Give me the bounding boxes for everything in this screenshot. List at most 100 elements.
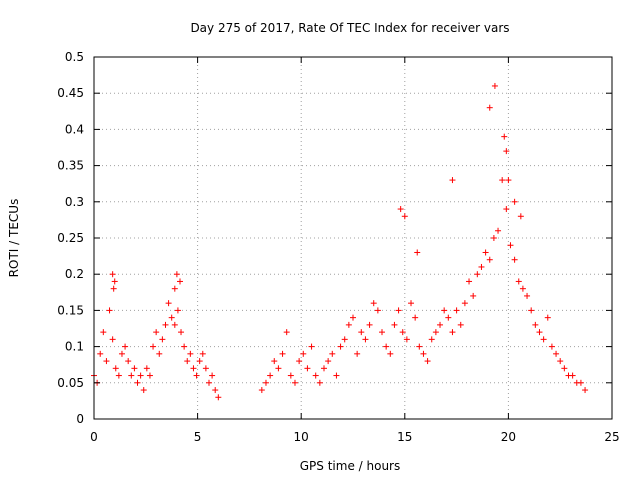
data-point (109, 336, 116, 343)
data-point (501, 133, 508, 140)
data-point (345, 321, 352, 328)
data-point (308, 343, 315, 350)
x-tick-label: 25 (604, 430, 619, 444)
y-tick-label: 0.3 (65, 195, 84, 209)
data-point (370, 300, 377, 307)
data-point (115, 372, 122, 379)
data-point (517, 213, 524, 220)
data-point (271, 358, 278, 365)
data-point (291, 379, 298, 386)
data-point (428, 336, 435, 343)
data-point (118, 350, 125, 357)
data-point (470, 292, 477, 299)
data-point (383, 343, 390, 350)
data-point (461, 300, 468, 307)
points-layer (91, 82, 589, 401)
chart-title: Day 275 of 2017, Rate Of TEC Index for r… (190, 21, 509, 35)
x-tick-label: 20 (501, 430, 516, 444)
data-point (110, 285, 117, 292)
data-point (387, 350, 394, 357)
data-point (300, 350, 307, 357)
y-tick-label: 0.1 (65, 340, 84, 354)
data-point (137, 372, 144, 379)
data-point (420, 350, 427, 357)
y-axis-label: ROTI / TECUs (7, 199, 21, 278)
data-point (401, 213, 408, 220)
data-point (553, 350, 560, 357)
data-point (106, 307, 113, 314)
x-tick-label: 5 (194, 430, 202, 444)
data-point (111, 278, 118, 285)
data-point (424, 358, 431, 365)
data-point (262, 379, 269, 386)
data-point (366, 321, 373, 328)
data-point (511, 256, 518, 263)
data-point (350, 314, 356, 321)
x-tick-label: 0 (90, 430, 98, 444)
data-point (140, 387, 147, 394)
data-point (478, 263, 485, 270)
data-point (156, 350, 163, 357)
data-point (432, 329, 439, 336)
data-point (146, 372, 153, 379)
data-point (379, 329, 386, 336)
data-point (202, 365, 209, 372)
data-point (416, 343, 423, 350)
data-point (457, 321, 464, 328)
data-point (507, 242, 514, 249)
data-point (190, 365, 197, 372)
data-point (275, 365, 282, 372)
data-point (150, 343, 157, 350)
y-tick-label: 0.15 (57, 303, 84, 317)
y-tick-label: 0.45 (57, 86, 84, 100)
data-point (287, 372, 294, 379)
data-point (499, 177, 506, 184)
axis-layer: 0 5 10 15 20 25 0 0.05 0.1 0.15 0.2 0.25 0.3 0.35 0.4 0… (57, 50, 619, 444)
data-point (403, 336, 410, 343)
data-point (125, 358, 132, 365)
data-point (283, 329, 290, 336)
grid-layer (94, 57, 612, 419)
data-point (184, 358, 191, 365)
data-point (316, 379, 323, 386)
data-point (491, 82, 498, 89)
data-point (341, 336, 348, 343)
data-point (474, 271, 481, 278)
data-point (193, 372, 200, 379)
data-point (205, 379, 212, 386)
data-point (466, 278, 473, 285)
data-point (159, 336, 166, 343)
data-point (441, 307, 448, 314)
data-point (490, 235, 497, 241)
data-point (445, 314, 452, 321)
data-point (515, 278, 522, 285)
x-tick-label: 10 (294, 430, 309, 444)
data-point (165, 300, 172, 307)
x-tick-label: 15 (397, 430, 412, 444)
data-point (540, 336, 547, 343)
data-point (528, 307, 535, 314)
data-point (399, 329, 406, 336)
data-point (582, 387, 589, 394)
data-point (325, 358, 332, 365)
y-tick-label: 0.5 (65, 50, 84, 64)
y-tick-label: 0 (76, 412, 84, 426)
data-point (374, 307, 381, 314)
data-point (199, 350, 206, 357)
data-point (557, 358, 564, 365)
data-point (212, 387, 219, 394)
data-point (453, 307, 460, 314)
data-point (449, 329, 456, 336)
data-point (486, 104, 493, 111)
data-point (408, 300, 415, 307)
data-point (173, 271, 180, 278)
data-point (524, 292, 531, 299)
data-point (178, 329, 185, 336)
y-tick-label: 0.05 (57, 376, 84, 390)
data-point (532, 321, 539, 328)
data-point (171, 285, 178, 292)
data-point (134, 379, 141, 386)
